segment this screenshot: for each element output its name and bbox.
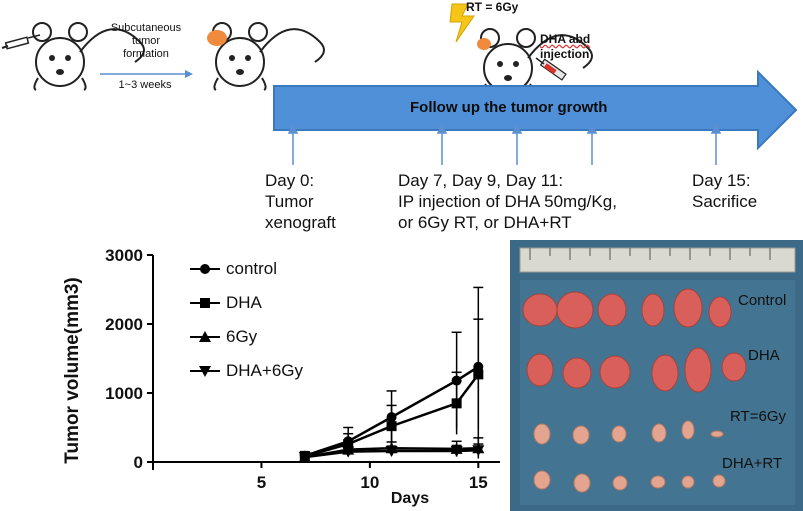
point-dha-6gy <box>450 445 463 457</box>
x-tick-label: 15 <box>469 473 488 492</box>
timeline-day0: Day 0: Tumor xenograft <box>265 171 336 232</box>
radiation-bolt-icon <box>449 3 475 43</box>
photo-label-dha-rt: DHA+RT <box>722 455 783 472</box>
x-tick-label: 5 <box>257 473 266 492</box>
point-dha <box>473 369 484 380</box>
y-tick-label: 0 <box>134 453 143 472</box>
formation-duration: 1~3 weeks <box>118 79 172 91</box>
tumor-specimens <box>522 288 747 393</box>
point-dha <box>451 398 462 409</box>
x-axis-label: Days <box>391 490 429 507</box>
point-dha-6gy <box>342 446 355 458</box>
x-tick-label: 10 <box>360 473 379 492</box>
point-dha-6gy <box>298 452 311 464</box>
syringe-icon-2 <box>535 57 567 81</box>
timeline-banner <box>273 69 798 151</box>
legend-6gy: 6Gy <box>190 326 257 348</box>
photo-label-rt: RT=6Gy <box>730 408 786 425</box>
point-dha <box>386 421 397 432</box>
formation-label: Subcutaneous tumor formation <box>110 22 182 60</box>
point-dha-6gy <box>385 445 398 457</box>
rt-label: RT = 6Gy <box>466 0 519 14</box>
y-tick-label: 1000 <box>105 384 143 403</box>
timeline-day15: Day 15: Sacrifice <box>692 171 758 211</box>
y-tick-label: 2000 <box>105 315 143 334</box>
protocol-illustration <box>1 3 593 97</box>
tumor-volume-chart: 0 1000 2000 3000 5 10 15 Days Tumor volume(mm3) <box>62 246 500 507</box>
timeline-ticks <box>287 125 722 165</box>
y-tick-label: 3000 <box>105 246 143 265</box>
photo-label-dha: DHA <box>748 347 780 364</box>
y-axis-label: Tumor volume(mm3) <box>62 277 83 464</box>
timeline-day7-11: Day 7, Day 9, Day 11: IP injection of DH… <box>398 171 617 232</box>
tumor-photo: Control DHA RT=6Gy DHA+RT <box>510 240 803 511</box>
point-dha-6gy <box>472 445 485 457</box>
dha-injection-label: DHA abd injection <box>540 32 591 61</box>
legend-dha: DHA <box>190 292 262 314</box>
legend-control: control <box>190 258 277 280</box>
syringe-icon-1 <box>1 34 41 50</box>
tumor-photo-image <box>510 240 803 511</box>
ruler <box>519 247 796 273</box>
banner-text: Follow up the tumor growth <box>410 99 608 116</box>
legend-dha-6gy: DHA+6Gy <box>190 360 303 382</box>
tumor-icon <box>207 30 227 46</box>
photo-label-control: Control <box>738 292 787 309</box>
